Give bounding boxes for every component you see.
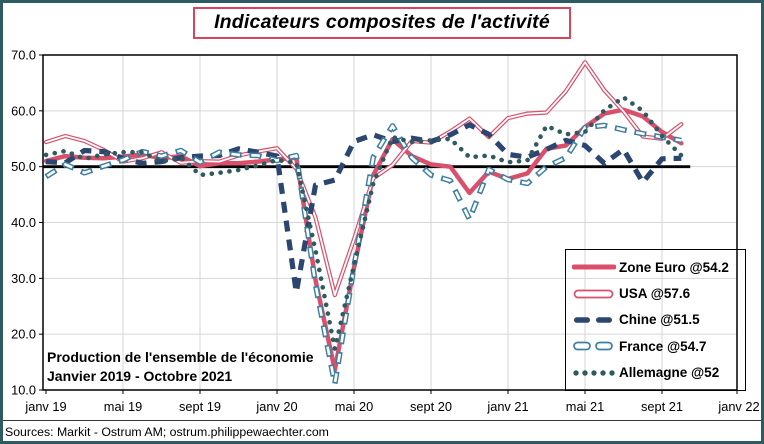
legend-label-france: France @54.7 (619, 338, 707, 354)
chart-annotation: Production de l'ensemble de l'économie J… (47, 348, 314, 385)
zone-euro-line-sample-icon (571, 260, 617, 274)
legend: Zone Euro @54.2 USA @57.6 Chine @51.5 Fr… (565, 249, 746, 391)
legend-label-usa: USA @57.6 (619, 286, 691, 302)
svg-text:sept 21: sept 21 (641, 399, 683, 414)
allemagne-line-sample-icon (572, 366, 616, 380)
usa-line-sample-icon (572, 287, 616, 301)
svg-text:sept 19: sept 19 (179, 399, 221, 414)
svg-text:janv 19: janv 19 (24, 399, 66, 414)
france-line-sample-icon (572, 339, 616, 353)
svg-text:mai 19: mai 19 (104, 399, 142, 414)
chart-title-box: Indicateurs composites de l'activité (193, 7, 571, 39)
source-bar: Sources: Markit - Ostrum AM; ostrum.phil… (0, 420, 764, 444)
svg-text:60.0: 60.0 (11, 103, 36, 118)
legend-label-chine: Chine @51.5 (619, 312, 700, 328)
svg-text:30.0: 30.0 (11, 271, 36, 286)
legend-item-zone-euro: Zone Euro @54.2 (571, 257, 745, 277)
svg-text:10.0: 10.0 (11, 383, 36, 398)
annotation-line1: Production de l'ensemble de l'économie (47, 349, 314, 365)
chine-line-sample-icon (572, 313, 616, 327)
svg-text:janv 21: janv 21 (486, 399, 528, 414)
source-text: Sources: Markit - Ostrum AM; ostrum.phil… (5, 425, 329, 439)
svg-text:20.0: 20.0 (11, 327, 36, 342)
annotation-line2: Janvier 2019 - Octobre 2021 (47, 367, 233, 384)
svg-text:janv 22: janv 22 (717, 399, 759, 414)
legend-item-chine: Chine @51.5 (572, 310, 745, 330)
svg-text:mai 21: mai 21 (566, 399, 604, 414)
legend-item-usa: USA @57.6 (572, 284, 745, 304)
legend-label-allemagne: Allemagne @52 (619, 365, 720, 381)
svg-text:sept 20: sept 20 (410, 399, 452, 414)
legend-item-allemagne: Allemagne @52 (572, 363, 745, 383)
svg-text:70.0: 70.0 (11, 48, 36, 63)
svg-text:50.0: 50.0 (11, 159, 36, 174)
svg-text:40.0: 40.0 (11, 215, 36, 230)
svg-text:mai 20: mai 20 (335, 399, 373, 414)
legend-label-zone-euro: Zone Euro @54.2 (619, 259, 729, 275)
legend-item-france: France @54.7 (572, 336, 745, 356)
page-title: Indicateurs composites de l'activité (214, 11, 550, 33)
svg-text:janv 20: janv 20 (255, 399, 297, 414)
